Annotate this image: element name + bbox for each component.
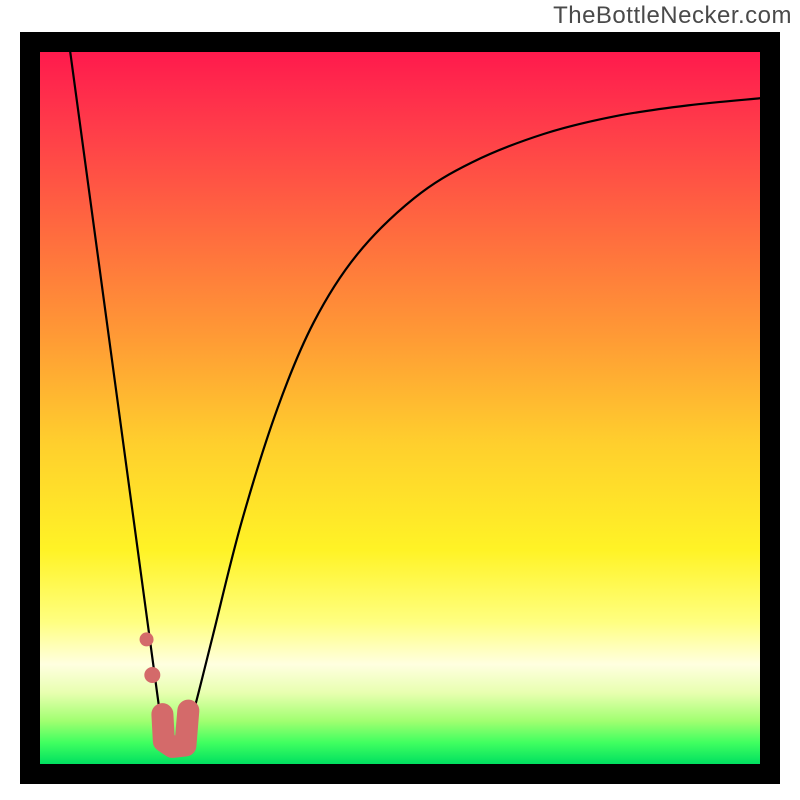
curve-layer xyxy=(40,52,760,764)
plot-frame xyxy=(20,32,780,784)
right-asymptotic-curve xyxy=(184,98,760,742)
attribution-text: TheBottleNecker.com xyxy=(553,0,800,30)
optimal-marker-dot-1 xyxy=(140,632,154,646)
left-descending-line xyxy=(70,52,162,732)
optimal-marker-j xyxy=(162,711,188,747)
chart-root: TheBottleNecker.com xyxy=(0,0,800,800)
optimal-marker-dot-0 xyxy=(144,667,160,683)
